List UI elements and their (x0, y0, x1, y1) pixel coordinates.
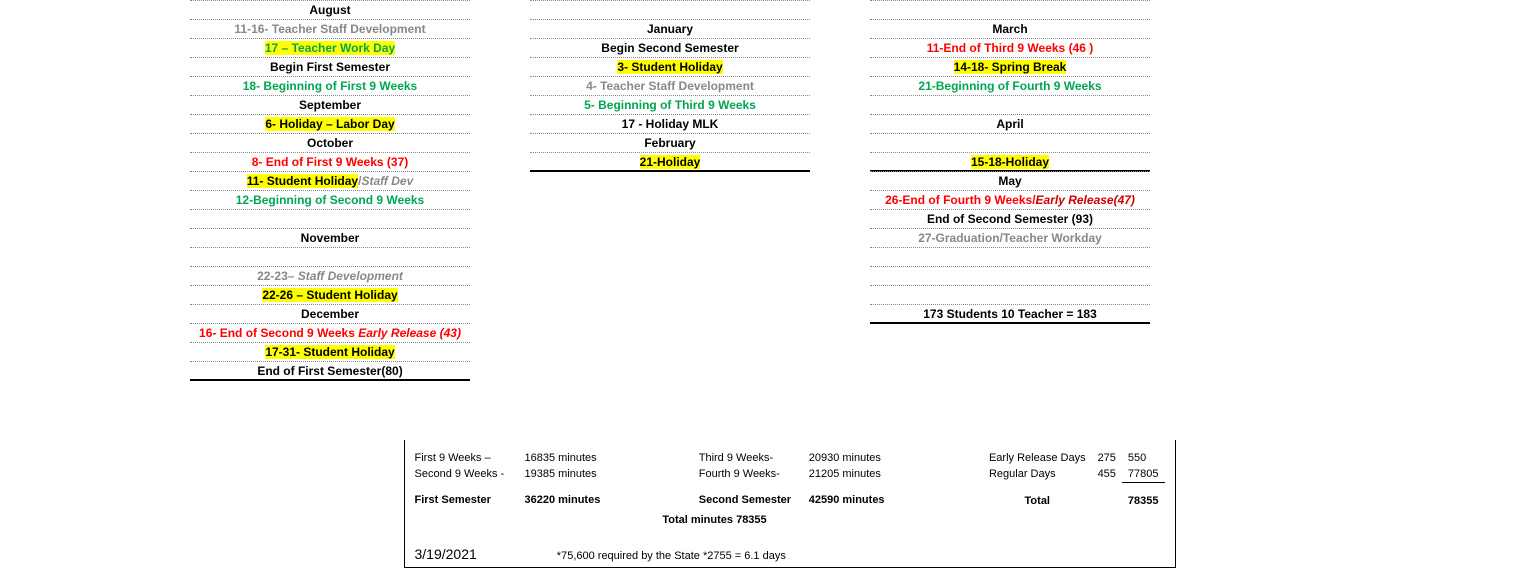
days-summary: Early Release Days275550 Regular Days455… (983, 450, 1165, 509)
calendar-row: December (190, 304, 470, 324)
calendar-row: 5- Beginning of Third 9 Weeks (530, 95, 810, 115)
calendar-row: May (870, 171, 1150, 191)
calendar-row: 11- Student Holiday/Staff Dev (190, 171, 470, 191)
calendar-row: 26-End of Fourth 9 Weeks/Early Release(4… (870, 190, 1150, 210)
calendar-row: March (870, 19, 1150, 39)
calendar-row (530, 0, 810, 20)
calendar-row: 4- Teacher Staff Development (530, 76, 810, 96)
early-release-label: Early Release Days (983, 450, 1092, 466)
second-9-label: Second 9 Weeks - (415, 466, 515, 482)
column-1: August11-16- Teacher Staff Development17… (190, 0, 470, 380)
second-semester-value: 42590 minutes (809, 492, 899, 508)
calendar-row: 17 – Teacher Work Day (190, 38, 470, 58)
calendar-row: 16- End of Second 9 Weeks Early Release … (190, 323, 470, 343)
calendar-row (870, 247, 1150, 267)
calendar-row: October (190, 133, 470, 153)
calendar-row (190, 209, 470, 229)
calendar-row (870, 285, 1150, 305)
calendar-row: January (530, 19, 810, 39)
regular-days-label: Regular Days (983, 466, 1092, 483)
first-9-label: First 9 Weeks – (415, 450, 515, 466)
first-semester-label: First Semester (415, 492, 515, 508)
summary-left: First 9 Weeks – 16835 minutes Second 9 We… (415, 450, 679, 509)
regular-days-total: 77805 (1122, 466, 1165, 483)
regular-days-count: 455 (1092, 466, 1122, 483)
calendar-row: 27-Graduation/Teacher Workday (870, 228, 1150, 248)
calendar-row: 11-End of Third 9 Weeks (46 ) (870, 38, 1150, 58)
column-3: March11-End of Third 9 Weeks (46 )14-18-… (870, 0, 1150, 380)
calendar-row: 17 - Holiday MLK (530, 114, 810, 134)
calendar-row: 3- Student Holiday (530, 57, 810, 77)
calendar-row: 6- Holiday – Labor Day (190, 114, 470, 134)
document-date: 3/19/2021 (415, 546, 477, 562)
fourth-9-value: 21205 minutes (809, 466, 899, 482)
first-9-value: 16835 minutes (525, 450, 615, 466)
calendar-row: 17-31- Student Holiday (190, 342, 470, 362)
calendar-row (870, 95, 1150, 115)
calendar-row: End of Second Semester (93) (870, 209, 1150, 229)
calendar-row: 11-16- Teacher Staff Development (190, 19, 470, 39)
calendar-row: Begin Second Semester (530, 38, 810, 58)
footnote: *75,600 required by the State *2755 = 6.… (557, 550, 786, 562)
calendar-row (870, 0, 1150, 20)
calendar-row: 173 Students 10 Teacher = 183 (870, 304, 1150, 324)
early-release-total: 550 (1122, 450, 1165, 466)
calendar-row: 8- End of First 9 Weeks (37) (190, 152, 470, 172)
calendar-row: 21-Holiday (530, 152, 810, 172)
first-semester-value: 36220 minutes (525, 492, 615, 508)
second-9-value: 19385 minutes (525, 466, 615, 482)
calendar-row: 18- Beginning of First 9 Weeks (190, 76, 470, 96)
calendar-row: 22-23– Staff Development (190, 266, 470, 286)
calendar-row: August (190, 0, 470, 20)
column-2: JanuaryBegin Second Semester3- Student H… (530, 0, 810, 380)
calendar-row: End of First Semester(80) (190, 361, 470, 381)
calendar-row: February (530, 133, 810, 153)
calendar-row: 14-18- Spring Break (870, 57, 1150, 77)
summary-right: Third 9 Weeks- 20930 minutes Fourth 9 Wee… (699, 450, 963, 509)
calendar-columns: August11-16- Teacher Staff Development17… (0, 0, 1539, 380)
calendar-row: Begin First Semester (190, 57, 470, 77)
fourth-9-label: Fourth 9 Weeks- (699, 466, 799, 482)
third-9-value: 20930 minutes (809, 450, 899, 466)
calendar-row (870, 266, 1150, 286)
calendar-row: 12-Beginning of Second 9 Weeks (190, 190, 470, 210)
total-minutes: Total minutes 78355 (265, 514, 1165, 526)
calendar-row: November (190, 228, 470, 248)
calendar-row (870, 133, 1150, 153)
early-release-count: 275 (1092, 450, 1122, 466)
calendar-row (190, 247, 470, 267)
calendar-row: 21-Beginning of Fourth 9 Weeks (870, 76, 1150, 96)
second-semester-label: Second Semester (699, 492, 799, 508)
calendar-row: 22-26 – Student Holiday (190, 285, 470, 305)
summary-box: First 9 Weeks – 16835 minutes Second 9 We… (404, 440, 1176, 568)
days-total-label: Total (983, 493, 1092, 509)
calendar-row: 15-18-Holiday (870, 152, 1150, 172)
calendar-row: September (190, 95, 470, 115)
days-total-value: 78355 (1122, 493, 1165, 509)
calendar-row: April (870, 114, 1150, 134)
third-9-label: Third 9 Weeks- (699, 450, 799, 466)
